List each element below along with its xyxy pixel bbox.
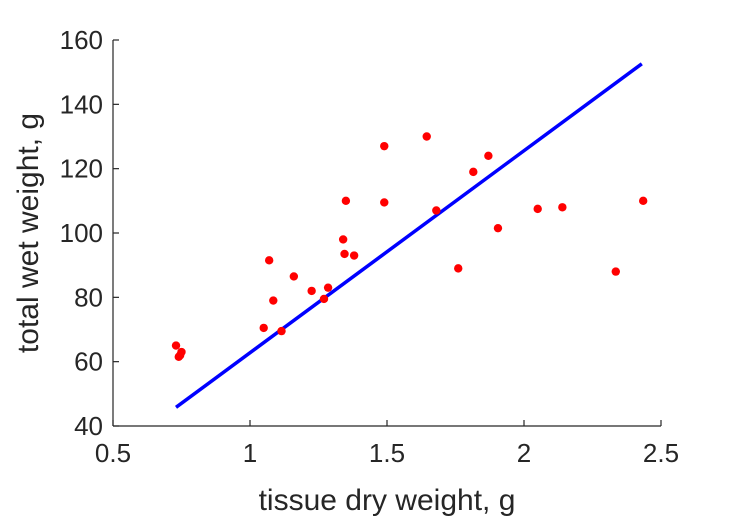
data-point <box>277 326 286 336</box>
data-point <box>454 264 463 273</box>
y-tick-label: 100 <box>60 218 103 248</box>
x-tick-label: 1.5 <box>369 438 405 468</box>
data-point <box>259 323 268 333</box>
y-tick-label: 160 <box>60 25 103 55</box>
data-point <box>484 151 493 160</box>
data-point <box>269 296 278 305</box>
points-layer <box>171 132 648 362</box>
data-point <box>340 249 349 259</box>
data-point <box>432 206 441 215</box>
y-axis-label: total wet weight, g <box>12 113 45 353</box>
data-point <box>638 196 648 206</box>
data-point <box>380 141 389 151</box>
data-point <box>307 286 316 296</box>
data-point <box>611 267 620 276</box>
x-tick-label: 0.5 <box>95 438 131 468</box>
x-axis-label: tissue dry weight, g <box>259 484 516 517</box>
data-point <box>171 341 181 350</box>
data-point <box>323 283 333 292</box>
data-point <box>319 294 329 304</box>
x-tick-label: 1 <box>243 438 257 468</box>
data-point <box>380 198 389 207</box>
data-point <box>422 132 431 141</box>
fit-line <box>174 62 643 409</box>
data-point <box>341 196 351 206</box>
y-tick-label: 40 <box>74 411 103 441</box>
y-tick-label: 80 <box>74 282 103 312</box>
y-tick-label: 120 <box>60 154 103 184</box>
data-point <box>493 223 503 233</box>
data-point <box>469 167 478 177</box>
data-point <box>349 251 359 260</box>
axes: 0.5 1 1.5 2 2.5 40 60 80 100 120 140 160 <box>60 25 679 468</box>
fit-line-layer <box>174 62 643 409</box>
data-point <box>558 203 567 212</box>
y-tick-label: 140 <box>60 89 103 119</box>
data-point <box>289 272 299 281</box>
x-tick-label: 2.5 <box>643 438 679 468</box>
y-tick-label: 60 <box>74 347 103 377</box>
data-point <box>533 204 542 214</box>
data-point <box>338 235 348 244</box>
x-tick-label: 2 <box>517 438 531 468</box>
data-point <box>177 347 186 357</box>
data-point <box>264 256 274 265</box>
